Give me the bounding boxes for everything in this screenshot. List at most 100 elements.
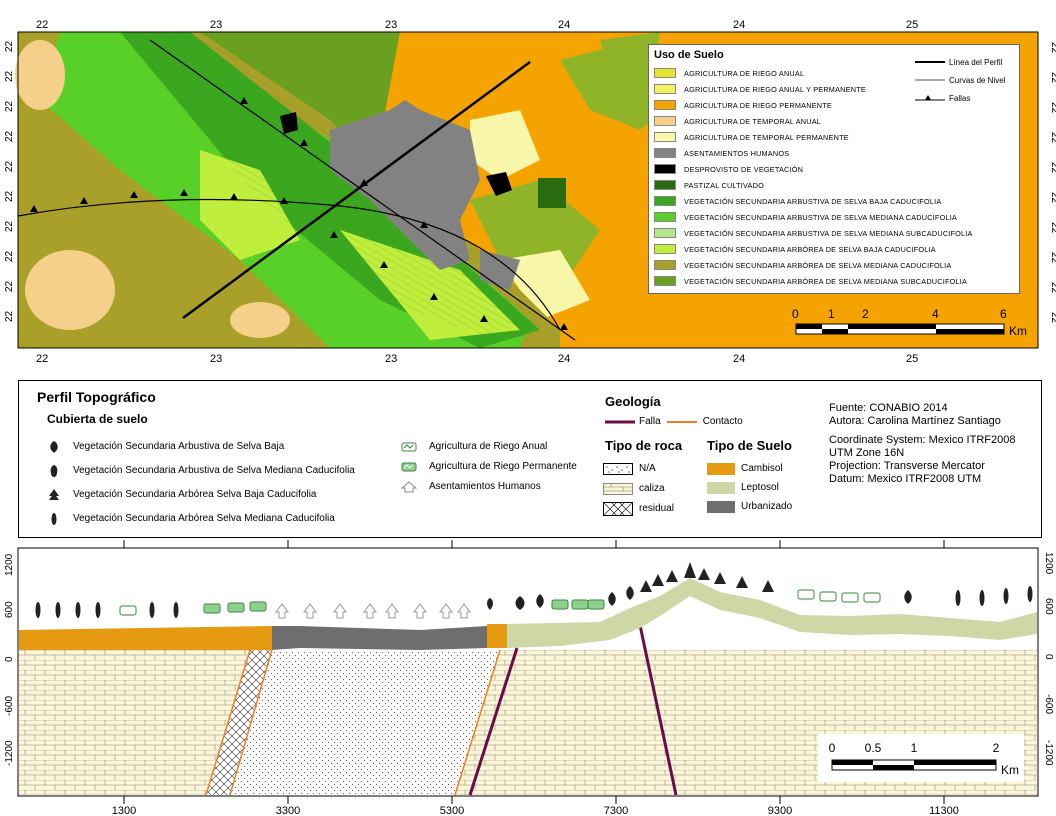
legend-item: DESPROVISTO DE VEGETACIÓN [654,161,973,177]
map-left-tick: 22 [4,70,15,82]
legend-swatch [654,84,676,94]
legend-line-label: Línea del Perfil [949,57,1003,67]
map-left-tick: 22 [4,100,15,112]
legend-swatch [654,244,676,254]
cover-item: Vegetación Secundaria Arbustiva de Selva… [47,435,355,459]
map-legend-list: AGRICULTURA DE RIEGO ANUAL AGRICULTURA D… [654,65,973,289]
map-top-tick: 23 [385,19,397,31]
house-icon [401,481,417,493]
fault-line-icon [915,95,945,101]
legend-swatch [654,164,676,174]
soil-title: Tipo de Suelo [707,438,792,453]
map-scalebar-tick: 2 [862,307,869,321]
profile-y-tick: 600 [4,601,15,618]
legend-line-item: Línea del Perfil [915,53,1015,71]
fault-line [468,647,519,796]
crop-item: Asentamientos Humanos [401,477,577,497]
map-top-tick: 24 [558,19,570,31]
residual-swatch [603,502,633,516]
legend-label: ASENTAMIENTOS HUMANOS [684,148,790,158]
legend-line-label: Fallas [949,93,971,103]
limestone-swatch [603,483,633,495]
map-scalebar-tick: 4 [932,307,939,321]
legend-swatch [654,276,676,286]
profile-y-tick: 0 [4,656,15,662]
legend-swatch [654,100,676,110]
map-left-tick: 22 [4,280,15,292]
map-bottom-tick: 25 [906,353,918,365]
credit-zone: UTM Zone 16N [829,447,905,459]
rock-list: N/A caliza residual [603,459,674,519]
rock-label: N/A [639,463,656,474]
map-right-tick: 22 [1049,132,1056,144]
crop-label: Agricultura de Riego Anual [429,441,548,452]
map-left-tick: 22 [4,190,15,202]
map-bottom-tick: 22 [36,353,48,365]
rock-title: Tipo de roca [605,438,683,453]
credits: Fuente: CONABIO 2014 Autora: Carolina Ma… [829,402,1015,486]
profile-x-tick: 3300 [276,805,300,816]
soil-label: Cambisol [741,463,783,474]
soil-swatch [707,462,735,475]
crop-label: Asentamientos Humanos [429,481,541,492]
soil-cambisol [487,624,507,648]
legend-label: VEGETACIÓN SECUNDARIA ARBUSTIVA DE SELVA… [684,196,942,206]
legend-swatch [654,68,676,78]
map-top-tick: 25 [906,19,918,31]
crop-label: Agricultura de Riego Permanente [429,461,577,472]
soil-swatch [707,500,735,513]
contact-line [229,649,273,796]
legend-swatch [654,212,676,222]
legend-label: VEGETACIÓN SECUNDARIA ARBÓREA DE SELVA B… [684,244,936,254]
profile-y-tick: -600 [1043,694,1054,714]
legend-label: AGRICULTURA DE RIEGO ANUAL Y PERMANENTE [684,84,866,94]
legend-swatch [654,116,676,126]
map-right-tick: 22 [1049,192,1056,204]
legend-label: VEGETACIÓN SECUNDARIA ARBUSTIVA DE SELVA… [684,212,957,222]
map-legend: Uso de Suelo AGRICULTURA DE RIEGO ANUAL … [648,44,1020,294]
cover-label: Vegetación Secundaria Arbórea Selva Medi… [73,513,335,524]
contact-line-icon [666,420,697,423]
cover-label: Vegetación Secundaria Arbustiva de Selva… [73,441,285,452]
profile-scalebar-tick: 0.5 [865,741,882,755]
contact-line [205,649,251,796]
cover-label: Vegetación Secundaria Arbustiva de Selva… [73,465,355,476]
legend-label: VEGETACIÓN SECUNDARIA ARBÓREA DE SELVA M… [684,260,952,270]
soil-label: Leptosol [741,482,779,493]
map-scalebar: 0 1 2 4 6 Km [792,307,1027,338]
profile-x-tick: 7300 [604,805,628,816]
agriculture-icons [119,589,881,616]
profile-y-tick: -1200 [1043,740,1054,766]
profile-scalebar-tick: 2 [993,741,1000,755]
soil-item: Cambisol [707,459,792,478]
profile-x-tick: 5300 [440,805,464,816]
page-title: Perfil Topográfico [37,389,156,405]
legend-label: DESPROVISTO DE VEGETACIÓN [684,164,804,174]
geology-label: Contacto [702,416,743,427]
profile-y-tick: 600 [1043,598,1054,615]
map-bottom-tick: 24 [558,353,570,365]
map-left-tick: 22 [4,310,15,322]
legend-item: AGRICULTURA DE RIEGO ANUAL Y PERMANENTE [654,81,973,97]
legend-swatch [654,180,676,190]
rock-item: caliza [603,479,674,499]
legend-label: AGRICULTURA DE TEMPORAL PERMANENTE [684,132,849,142]
legend-item: VEGETACIÓN SECUNDARIA ARBUSTIVA DE SELVA… [654,209,973,225]
map-right-tick: 22 [1049,42,1056,54]
legend-item: ASENTAMIENTOS HUMANOS [654,145,973,161]
profile-y-tick: -1200 [4,740,15,766]
legend-swatch [654,260,676,270]
na-rock-body [206,650,500,795]
legend-item: PASTIZAL CULTIVADO [654,177,973,193]
map-right-tick: 22 [1049,102,1056,114]
profile-x-tick: 9300 [768,805,792,816]
soil-swatch [707,481,735,494]
credit-crs: Coordinate System: Mexico ITRF2008 [829,434,1016,446]
map-left-tick: 22 [4,220,15,232]
profile-legend-panel: Perfil Topográfico Cubierta de suelo Veg… [18,380,1042,538]
profile-scalebar-unit: Km [1001,763,1019,777]
contour-line-icon [915,79,945,81]
crop-item: Agricultura de Riego Anual [401,437,577,457]
legend-item: VEGETACIÓN SECUNDARIA ARBÓREA DE SELVA M… [654,273,973,289]
map-top-tick: 22 [36,19,48,31]
